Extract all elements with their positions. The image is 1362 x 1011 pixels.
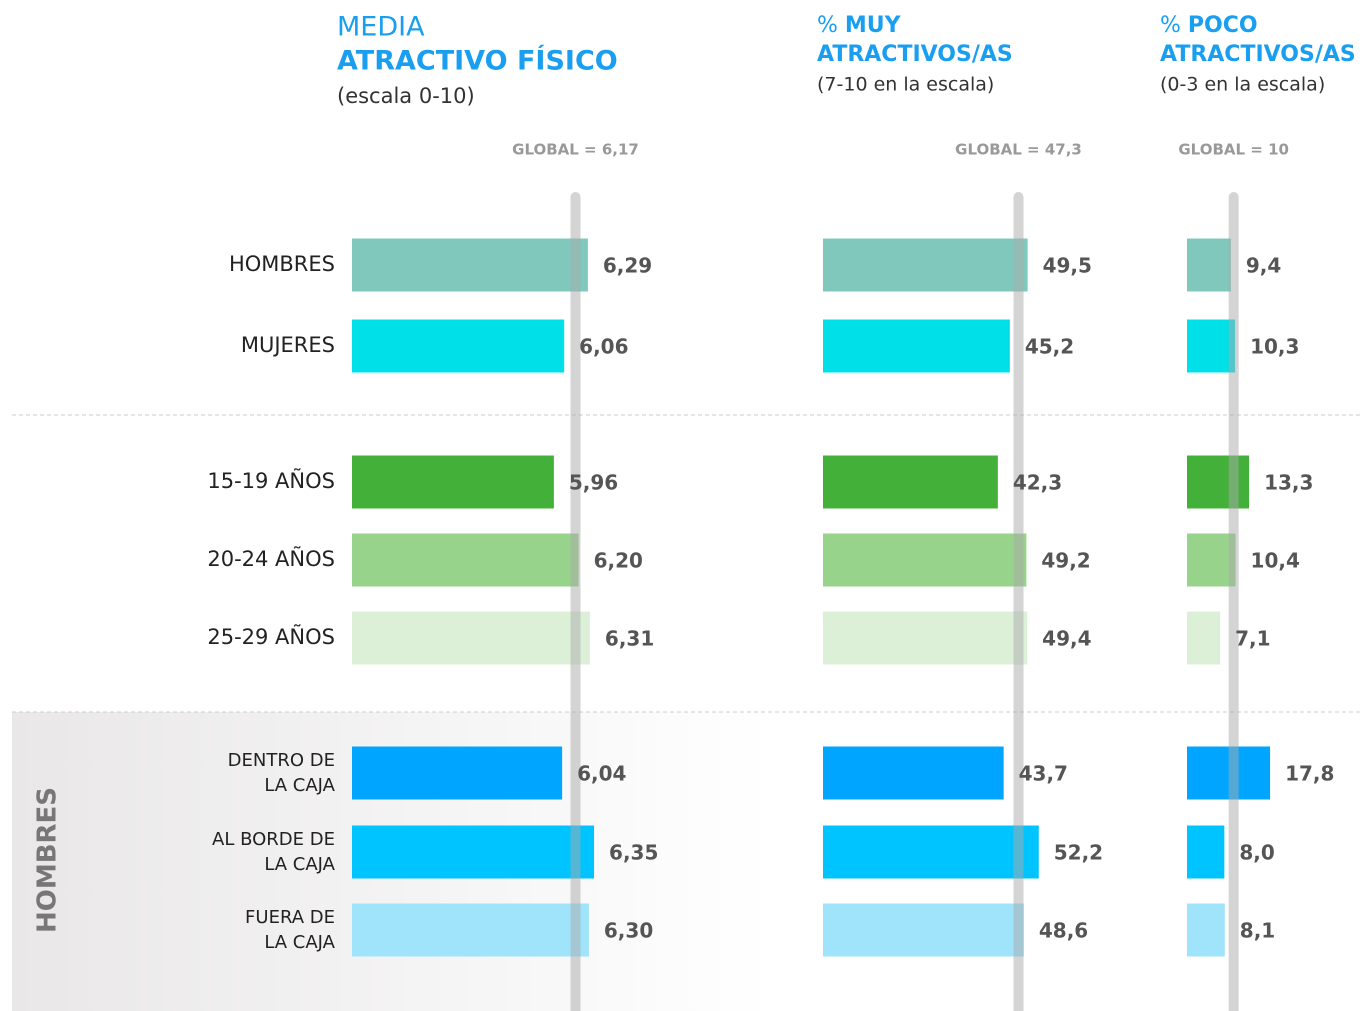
value-label: 6,31: [605, 627, 654, 651]
value-label: 10,3: [1250, 335, 1299, 359]
bar: [1187, 903, 1225, 957]
category-label: 25-29 AÑOS: [207, 623, 335, 649]
category-label: MUJERES: [241, 333, 335, 357]
bar: [1187, 825, 1225, 879]
category-label: HOMBRES: [229, 252, 335, 276]
value-label: 5,96: [569, 471, 618, 495]
global-label: GLOBAL = 6,17: [512, 141, 639, 159]
bar: [1187, 533, 1236, 587]
value-label: 6,29: [603, 254, 652, 278]
bar: [352, 238, 588, 292]
global-line: [1228, 192, 1239, 1011]
bar: [1187, 611, 1221, 665]
value-label: 45,2: [1025, 335, 1074, 359]
bar: [823, 238, 1028, 292]
panel-title-light: %: [817, 13, 838, 38]
category-label: 20-24 AÑOS: [207, 545, 335, 571]
panel-title: % MUY: [817, 13, 902, 38]
value-label: 6,30: [604, 919, 653, 943]
panel-title-part: ATRACTIVOS/AS: [1160, 42, 1356, 67]
category-label: FUERA DE: [245, 907, 335, 928]
category-label: 15-19 AÑOS: [207, 467, 335, 493]
panel-subtitle: (7-10 en la escala): [817, 74, 994, 96]
global-line: [1013, 192, 1024, 1011]
value-label: 13,3: [1264, 471, 1313, 495]
category-label: LA CAJA: [264, 775, 335, 796]
value-label: 6,35: [609, 841, 658, 865]
value-label: 42,3: [1013, 471, 1062, 495]
bar: [1187, 238, 1231, 292]
bar: [352, 611, 590, 665]
panel-subtitle: (escala 0-10): [337, 84, 475, 108]
panel-title: ATRACTIVO FÍSICO: [337, 45, 618, 77]
bar: [823, 319, 1010, 373]
bar: [823, 611, 1028, 665]
value-label: 49,4: [1042, 627, 1091, 651]
global-label: GLOBAL = 10: [1178, 141, 1289, 159]
value-label: 17,8: [1285, 762, 1334, 786]
value-label: 7,1: [1235, 627, 1270, 651]
bar: [823, 825, 1039, 879]
panel-title-part: ATRACTIVOS/AS: [817, 42, 1013, 67]
value-label: 10,4: [1251, 549, 1300, 573]
bar: [352, 455, 554, 509]
bar: [1187, 319, 1236, 373]
bar: [1187, 746, 1271, 800]
category-label: LA CAJA: [264, 932, 335, 953]
bar: [352, 533, 579, 587]
bar: [823, 903, 1024, 957]
value-label: 49,5: [1043, 254, 1092, 278]
panel-subtitle: (0-3 en la escala): [1160, 74, 1325, 96]
panel-title-part: POCO: [1188, 13, 1258, 38]
global-line: [570, 192, 581, 1011]
panel-title: % POCO: [1160, 13, 1258, 38]
bar: [823, 533, 1027, 587]
global-label: GLOBAL = 47,3: [955, 141, 1082, 159]
value-label: 6,04: [577, 762, 626, 786]
panel-title-light: %: [1160, 13, 1181, 38]
bar: [352, 746, 563, 800]
group-label: HOMBRES: [33, 787, 63, 933]
category-label: DENTRO DE: [228, 750, 335, 771]
value-label: 8,1: [1240, 919, 1275, 943]
bar: [823, 746, 1004, 800]
bar: [1187, 455, 1250, 509]
value-label: 6,06: [579, 335, 628, 359]
bar: [352, 319, 565, 373]
value-label: 9,4: [1246, 254, 1281, 278]
panel-title-light: MEDIA: [337, 12, 425, 43]
value-label: 6,20: [594, 549, 643, 573]
panel-title-part: MUY: [845, 13, 902, 38]
bar: [823, 455, 998, 509]
category-label: AL BORDE DE: [212, 829, 335, 850]
value-label: 43,7: [1019, 762, 1068, 786]
category-label: LA CAJA: [264, 854, 335, 875]
bar: [352, 825, 595, 879]
value-label: 8,0: [1239, 841, 1274, 865]
value-label: 49,2: [1041, 549, 1090, 573]
bar: [352, 903, 589, 957]
value-label: 52,2: [1054, 841, 1103, 865]
value-label: 48,6: [1039, 919, 1088, 943]
